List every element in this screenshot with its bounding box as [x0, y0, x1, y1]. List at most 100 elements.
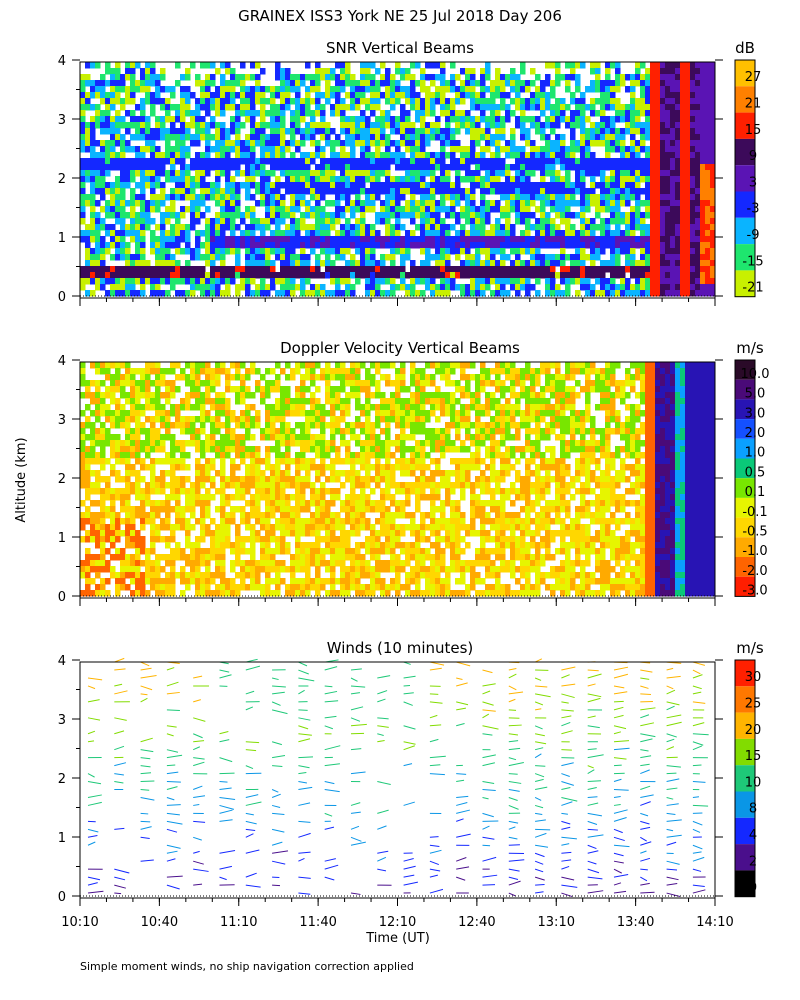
heat-cell: [380, 254, 386, 261]
heat-cell: [295, 80, 301, 87]
heat-cell: [335, 110, 341, 117]
heat-cell: [685, 236, 691, 243]
heat-cell: [115, 404, 121, 411]
heat-cell: [100, 368, 106, 375]
heat-cell: [315, 254, 321, 261]
heat-cell: [580, 170, 586, 177]
heat-cell: [130, 188, 136, 195]
heat-cell: [135, 290, 141, 297]
heat-cell: [660, 236, 666, 243]
heat-cell: [225, 92, 231, 99]
heat-cell: [430, 362, 436, 369]
heat-cell: [220, 200, 226, 207]
heat-cell: [115, 230, 121, 237]
heat-cell: [175, 242, 181, 249]
heat-cell: [325, 380, 331, 387]
heat-cell: [690, 224, 696, 231]
heat-cell: [580, 140, 586, 147]
heat-cell: [690, 404, 696, 411]
heat-cell: [610, 392, 616, 399]
heat-cell: [430, 380, 436, 387]
heat-cell: [380, 218, 386, 225]
heat-cell: [330, 92, 336, 99]
heat-cell: [345, 392, 351, 399]
heat-cell: [425, 212, 431, 219]
heat-cell: [325, 230, 331, 237]
heat-cell: [460, 176, 466, 183]
heat-cell: [555, 62, 561, 69]
heat-cell: [685, 194, 691, 201]
heat-cell: [120, 86, 126, 93]
heat-cell: [680, 272, 686, 279]
heat-cell: [110, 206, 116, 213]
heat-cell: [115, 68, 121, 75]
heat-cell: [400, 194, 406, 201]
heat-cell: [545, 374, 551, 381]
heat-cell: [460, 212, 466, 219]
heat-cell: [200, 266, 206, 273]
heat-cell: [440, 128, 446, 135]
heat-cell: [355, 398, 361, 405]
heat-cell: [575, 116, 581, 123]
heat-cell: [350, 200, 356, 207]
heat-cell: [705, 224, 711, 231]
heat-cell: [550, 278, 556, 285]
heat-cell: [520, 386, 526, 393]
heat-cell: [525, 398, 531, 405]
heat-cell: [515, 86, 521, 93]
heat-cell: [85, 272, 91, 279]
heat-cell: [85, 254, 91, 261]
heat-cell: [290, 134, 296, 141]
heat-cell: [585, 368, 591, 375]
heat-cell: [205, 158, 211, 165]
heat-cell: [675, 272, 681, 279]
heat-cell: [500, 290, 506, 297]
heat-cell: [605, 398, 611, 405]
heat-cell: [570, 116, 576, 123]
heat-cell: [80, 176, 86, 183]
heat-cell: [670, 362, 676, 369]
heat-cell: [695, 152, 701, 159]
heat-cell: [530, 410, 536, 417]
heat-cell: [430, 158, 436, 165]
heat-cell: [120, 404, 126, 411]
heat-cell: [625, 86, 631, 93]
heat-cell: [130, 398, 136, 405]
heat-cell: [440, 104, 446, 111]
heat-cell: [285, 188, 291, 195]
heat-cell: [645, 284, 651, 291]
heat-cell: [620, 266, 626, 273]
heat-cell: [155, 362, 161, 369]
heat-cell: [105, 92, 111, 99]
heat-cell: [625, 110, 631, 117]
heat-cell: [520, 182, 526, 189]
heat-cell: [550, 272, 556, 279]
heat-cell: [335, 266, 341, 273]
heat-cell: [515, 272, 521, 279]
heat-cell: [185, 164, 191, 171]
heat-cell: [250, 140, 256, 147]
heat-cell: [155, 128, 161, 135]
heat-cell: [235, 386, 241, 393]
heat-cell: [115, 206, 121, 213]
heat-cell: [110, 134, 116, 141]
heat-cell: [145, 62, 151, 69]
heat-cell: [435, 236, 441, 243]
heat-cell: [520, 122, 526, 129]
heat-cell: [695, 134, 701, 141]
heat-cell: [370, 62, 376, 69]
heat-cell: [350, 182, 356, 189]
heat-cell: [310, 398, 316, 405]
heat-cell: [160, 188, 166, 195]
heat-cell: [95, 404, 101, 411]
heat-cell: [195, 206, 201, 213]
heat-cell: [540, 236, 546, 243]
heat-cell: [655, 362, 661, 369]
heat-cell: [625, 212, 631, 219]
heat-cell: [455, 86, 461, 93]
heat-cell: [330, 260, 336, 267]
heat-cell: [135, 116, 141, 123]
heat-cell: [375, 242, 381, 249]
heat-cell: [350, 206, 356, 213]
heat-cell: [80, 392, 86, 399]
